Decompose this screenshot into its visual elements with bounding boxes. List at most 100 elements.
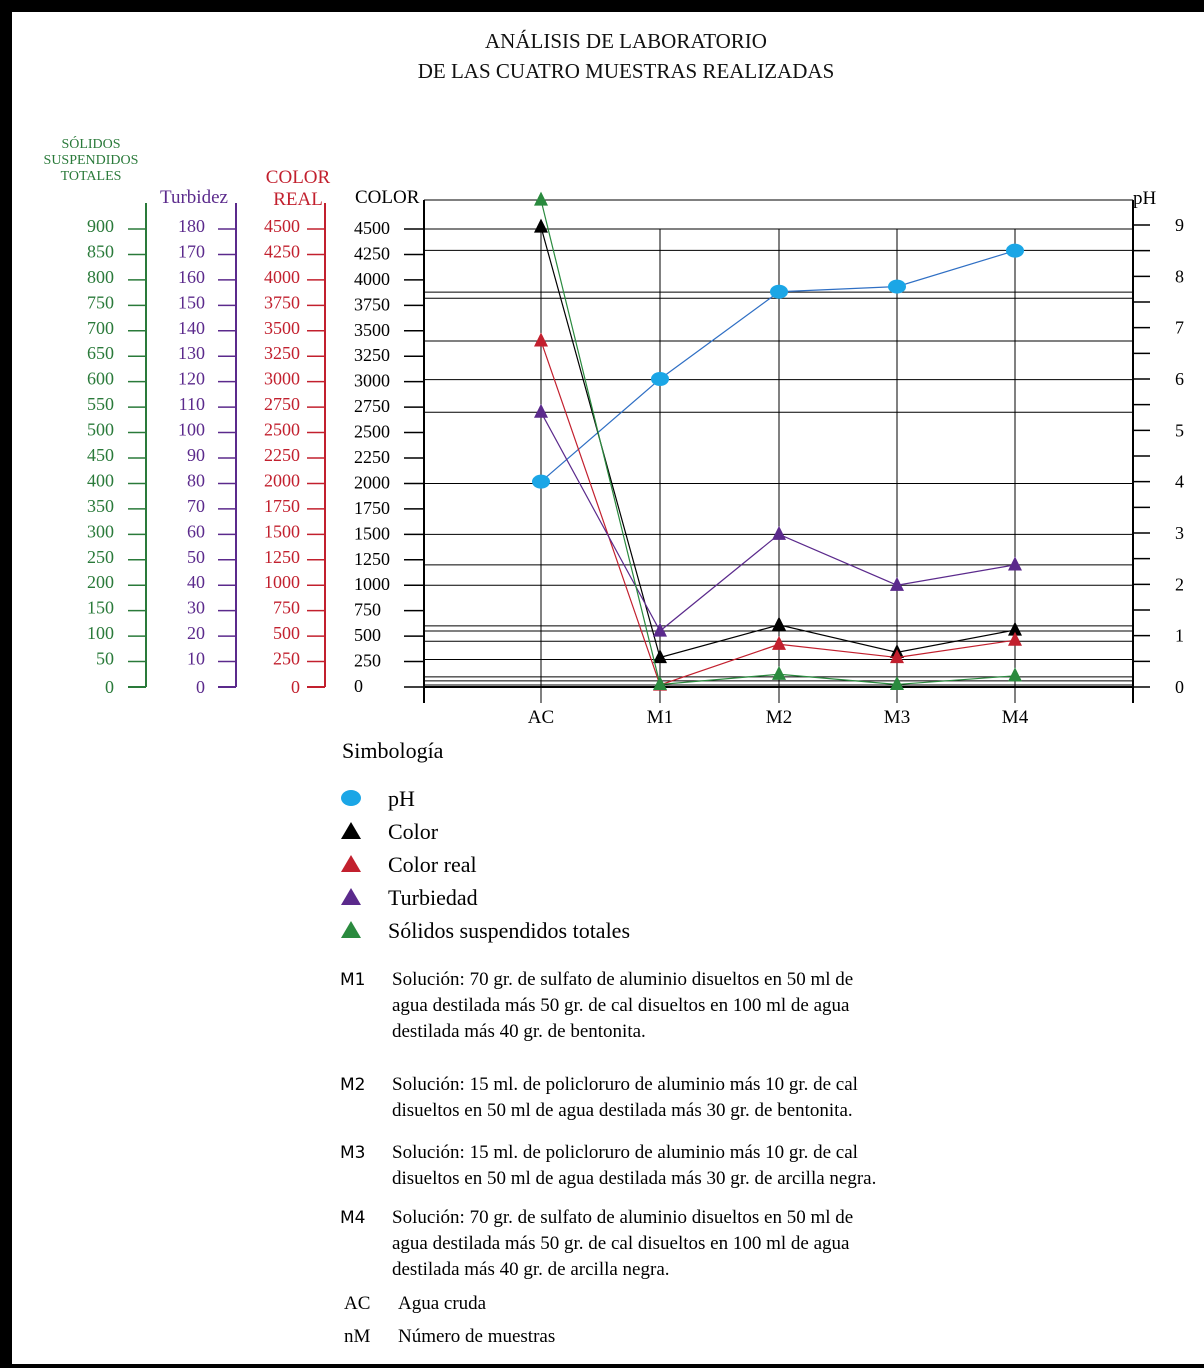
note-text-line: disueltos en 50 ml de agua destilada más… bbox=[392, 1168, 876, 1189]
note-text-line: disueltos en 50 ml de agua destilada más… bbox=[392, 1100, 853, 1121]
turbidez-axis-tick-label: 90 bbox=[187, 445, 205, 465]
solidos-axis-tick-label: 300 bbox=[87, 521, 114, 541]
turbidez-axis-tick-label: 30 bbox=[187, 598, 205, 618]
turbidez-axis-tick-label: 170 bbox=[178, 241, 205, 261]
solidos-axis-tick-label: 400 bbox=[87, 470, 114, 490]
solidos-axis-tick-label: 900 bbox=[87, 216, 114, 236]
color-real-axis-title: COLOR bbox=[266, 167, 331, 188]
data-point-color bbox=[1008, 621, 1022, 636]
data-point-color bbox=[653, 649, 667, 664]
solidos-axis-tick-label: 100 bbox=[87, 623, 114, 643]
color-axis-tick-label: 4250 bbox=[354, 243, 390, 263]
data-point-ph bbox=[770, 284, 788, 299]
color-axis-tick-label: 3250 bbox=[354, 345, 390, 365]
legend-item: Turbiedad bbox=[341, 885, 478, 910]
legend-item-label: Color real bbox=[388, 852, 477, 877]
turbidez-axis-tick-label: 0 bbox=[196, 677, 205, 697]
color-axis-tick-label: 0 bbox=[354, 676, 363, 696]
color-real-axis-tick-label: 1500 bbox=[264, 521, 300, 541]
series-line-color_real bbox=[540, 340, 1016, 686]
turbidez-axis-title: Turbidez bbox=[160, 187, 228, 208]
category-label: M3 bbox=[884, 707, 910, 728]
note-text-line: Solución: 15 ml. de policloruro de alumi… bbox=[392, 1074, 858, 1095]
note-code: M3 bbox=[340, 1143, 365, 1163]
color-axis-tick-label: 3000 bbox=[354, 371, 390, 391]
solidos-axis-tick-label: 50 bbox=[96, 649, 114, 669]
category-label: AC bbox=[528, 707, 554, 728]
solidos-axis-tick-label: 650 bbox=[87, 343, 114, 363]
data-point-ph bbox=[1006, 243, 1024, 258]
data-point-turbidez bbox=[653, 622, 667, 637]
solidos-axis-tick-label: 600 bbox=[87, 369, 114, 389]
solidos-axis-tick-label: 550 bbox=[87, 394, 114, 414]
legend-swatch-triangle bbox=[341, 822, 361, 839]
color-axis-tick-label: 2500 bbox=[354, 422, 390, 442]
solidos-axis-title: SÓLIDOS bbox=[61, 135, 120, 152]
legend-item: Sólidos suspendidos totales bbox=[341, 918, 630, 943]
series-color_real bbox=[534, 332, 1022, 691]
data-point-solidos bbox=[534, 191, 548, 206]
color-real-axis-tick-label: 2750 bbox=[264, 394, 300, 414]
note-text-line: agua destilada más 50 gr. de cal disuelt… bbox=[392, 1233, 850, 1254]
data-point-color_real bbox=[534, 332, 548, 347]
data-point-color bbox=[772, 616, 786, 631]
data-point-solidos bbox=[653, 676, 667, 691]
color-real-axis-tick-label: 1750 bbox=[264, 496, 300, 516]
data-point-solidos bbox=[890, 676, 904, 691]
color-axis-title: COLOR bbox=[355, 187, 420, 208]
turbidez-axis-tick-label: 50 bbox=[187, 547, 205, 567]
color-real-axis-tick-label: 4000 bbox=[264, 267, 300, 287]
color-axis-tick-label: 1000 bbox=[354, 574, 390, 594]
legend-item-label: pH bbox=[388, 786, 415, 811]
turbidez-axis-tick-label: 180 bbox=[178, 216, 205, 236]
color-axis-tick-label: 4000 bbox=[354, 269, 390, 289]
color-axis-tick-label: 250 bbox=[354, 651, 381, 671]
data-point-color bbox=[534, 218, 548, 233]
color-axis-tick-label: 750 bbox=[354, 600, 381, 620]
solidos-axis-tick-label: 700 bbox=[87, 318, 114, 338]
note-text-line: Solución: 70 gr. de sulfato de aluminio … bbox=[392, 969, 853, 990]
solidos-axis-tick-label: 350 bbox=[87, 496, 114, 516]
ph-axis-tick-label: 3 bbox=[1175, 523, 1184, 543]
turbidez-axis-tick-label: 100 bbox=[178, 420, 205, 440]
ph-axis-tick-label: 2 bbox=[1175, 574, 1184, 594]
color-real-axis-tick-label: 3250 bbox=[264, 343, 300, 363]
note-m3: M3 Solución: 15 ml. de policloruro de alu… bbox=[340, 1142, 876, 1189]
ph-axis-tick-label: 5 bbox=[1175, 420, 1184, 440]
color-real-axis-tick-label: 0 bbox=[291, 677, 300, 697]
data-point-ph bbox=[532, 474, 550, 489]
note-code: M4 bbox=[340, 1208, 365, 1228]
turbidez-axis-tick-label: 60 bbox=[187, 521, 205, 541]
series-solidos bbox=[534, 191, 1022, 691]
solidos-axis-tick-label: 800 bbox=[87, 267, 114, 287]
color-real-axis-tick-label: 750 bbox=[273, 598, 300, 618]
color-real-axis-tick-label: 3000 bbox=[264, 369, 300, 389]
data-point-solidos bbox=[1008, 667, 1022, 682]
color-axis-tick-label: 1500 bbox=[354, 523, 390, 543]
solidos-axis-tick-label: 150 bbox=[87, 598, 114, 618]
turbidez-axis-tick-label: 80 bbox=[187, 470, 205, 490]
turbidez-axis-tick-label: 70 bbox=[187, 496, 205, 516]
note-nm: nM Número de muestras bbox=[344, 1326, 555, 1347]
category-label: M1 bbox=[647, 707, 673, 728]
series-turbidez bbox=[534, 403, 1022, 637]
note-text-line: Agua cruda bbox=[398, 1293, 487, 1314]
color-real-axis-title: REAL bbox=[273, 189, 323, 210]
color-real-axis-tick-label: 2000 bbox=[264, 470, 300, 490]
color-real-axis-tick-label: 3750 bbox=[264, 292, 300, 312]
color-real-axis-tick-label: 2500 bbox=[264, 420, 300, 440]
note-m4: M4 Solución: 70 gr. de sulfato de alumini… bbox=[340, 1207, 853, 1280]
turbidez-axis-tick-label: 150 bbox=[178, 292, 205, 312]
solidos-axis-title: SUSPENDIDOS bbox=[44, 153, 139, 168]
legend-swatch-triangle bbox=[341, 888, 361, 905]
note-text-line: destilada más 40 gr. de arcilla negra. bbox=[392, 1259, 670, 1280]
color-real-axis-tick-label: 2250 bbox=[264, 445, 300, 465]
turbidez-axis-tick-label: 140 bbox=[178, 318, 205, 338]
color-real-axis-tick-label: 1250 bbox=[264, 547, 300, 567]
legend-item: Color bbox=[341, 819, 439, 844]
note-code: nM bbox=[344, 1326, 371, 1347]
legend-item-label: Turbiedad bbox=[388, 885, 478, 910]
color-real-axis-tick-label: 3500 bbox=[264, 318, 300, 338]
legend-item: Color real bbox=[341, 852, 477, 877]
note-code: M1 bbox=[340, 970, 365, 990]
